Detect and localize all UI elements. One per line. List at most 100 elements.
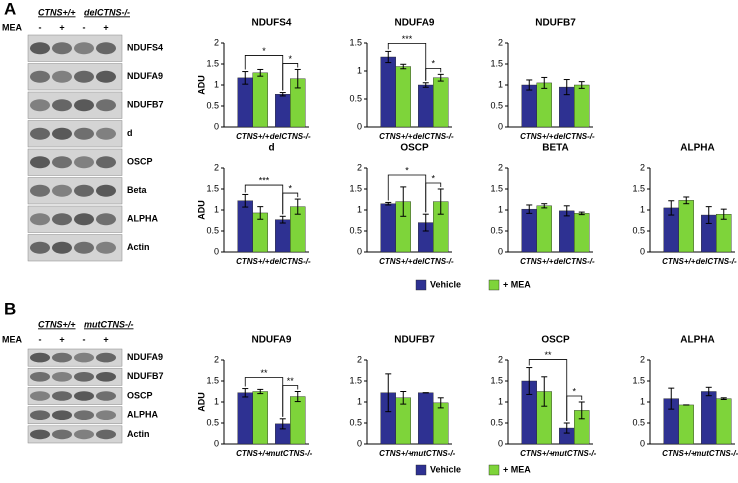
x-tick-label: delCTNS-/- xyxy=(413,132,454,141)
bar xyxy=(275,219,291,253)
bar xyxy=(290,396,306,445)
significance-bracket xyxy=(282,63,299,91)
y-tick-label: 0.5 xyxy=(490,225,503,235)
bar xyxy=(536,205,552,253)
bar xyxy=(418,392,434,445)
y-tick-label: 1.5 xyxy=(490,183,503,193)
blot-band xyxy=(96,241,116,254)
lane-label: + xyxy=(59,334,64,344)
significance-label: *** xyxy=(402,34,413,44)
y-tick-label: 0.5 xyxy=(206,417,219,427)
blot-band xyxy=(30,213,50,226)
lane-label: - xyxy=(83,22,86,32)
y-tick-label: 1.5 xyxy=(206,183,219,193)
bar xyxy=(433,402,449,445)
treatment-label: MEA xyxy=(2,22,23,32)
blot-band xyxy=(52,42,72,55)
legend-label: + MEA xyxy=(503,464,531,474)
x-tick-label: delCTNS-/- xyxy=(270,257,311,266)
y-tick-label: 2 xyxy=(498,162,503,172)
y-tick-label: 0 xyxy=(214,121,219,131)
y-axis-label: ADU xyxy=(196,392,206,412)
significance-bracket xyxy=(282,385,299,417)
legend-swatch xyxy=(488,279,500,291)
genotype-label: mutCTNS-/- xyxy=(84,319,134,329)
lane-label: + xyxy=(103,334,108,344)
bar xyxy=(536,82,552,128)
y-tick-label: 2 xyxy=(498,354,503,364)
blot-band xyxy=(52,372,72,382)
bar xyxy=(716,213,732,253)
bar xyxy=(395,397,411,445)
chart-title: NDUFA9 xyxy=(394,18,434,29)
blot-band xyxy=(30,410,50,421)
x-tick-label: delCTNS-/- xyxy=(554,257,595,266)
x-tick-label: delCTNS-/- xyxy=(554,132,595,141)
chart-title: NDUFA9 xyxy=(251,335,291,346)
chart-title: OSCP xyxy=(400,143,429,154)
bar xyxy=(574,84,590,128)
y-tick-label: 2 xyxy=(357,162,362,172)
y-tick-label: 0.5 xyxy=(349,93,362,103)
y-tick-label: 1.5 xyxy=(490,58,503,68)
blot-band xyxy=(52,213,72,226)
x-tick-label: CTNS+/+ xyxy=(662,449,696,458)
y-tick-label: 1.5 xyxy=(490,375,503,385)
x-tick-label: CTNS+/+ xyxy=(379,132,413,141)
blot-band xyxy=(96,391,116,401)
protein-label: NDUFB7 xyxy=(127,371,164,381)
significance-bracket xyxy=(528,359,568,421)
blot-band xyxy=(96,410,116,421)
legend-label: + MEA xyxy=(503,279,531,289)
blot-band xyxy=(96,352,116,363)
y-tick-label: 0 xyxy=(214,438,219,448)
y-tick-label: 1.5 xyxy=(206,58,219,68)
blot-band xyxy=(96,70,116,83)
x-tick-label: CTNS+/+ xyxy=(379,257,413,266)
bar xyxy=(237,77,253,128)
y-tick-label: 1.5 xyxy=(206,375,219,385)
blot-band xyxy=(74,42,94,55)
bar xyxy=(559,210,575,253)
significance-bracket xyxy=(282,192,299,215)
y-tick-label: 0.5 xyxy=(490,417,503,427)
protein-label: ALPHA xyxy=(127,214,158,224)
y-tick-label: 0.5 xyxy=(632,417,645,427)
significance-label: * xyxy=(405,165,409,175)
blot-band xyxy=(96,156,116,169)
y-axis-label: ADU xyxy=(196,75,206,95)
bar xyxy=(237,392,253,445)
x-tick-label: mutCTNS-/- xyxy=(268,449,312,458)
protein-label: Actin xyxy=(127,429,150,439)
y-tick-label: 2 xyxy=(214,37,219,47)
blot-band xyxy=(52,99,72,112)
y-tick-label: 1.5 xyxy=(632,183,645,193)
bar xyxy=(678,404,694,445)
blot-band xyxy=(52,241,72,254)
x-tick-label: delCTNS-/- xyxy=(413,257,454,266)
bar xyxy=(275,94,291,128)
bar xyxy=(380,203,396,253)
blot-band xyxy=(30,352,50,363)
x-tick-label: CTNS+/+ xyxy=(662,257,696,266)
y-tick-label: 1 xyxy=(640,396,645,406)
blot-band xyxy=(30,391,50,401)
blot-band xyxy=(74,70,94,83)
bar xyxy=(574,213,590,253)
x-tick-label: delCTNS-/- xyxy=(270,132,311,141)
panel-label: B xyxy=(4,299,16,318)
protein-label: d xyxy=(127,128,133,138)
blot-band xyxy=(96,127,116,140)
treatment-label: MEA xyxy=(2,334,23,344)
y-tick-label: 0 xyxy=(498,438,503,448)
bar xyxy=(701,391,717,445)
x-tick-label: CTNS+/+ xyxy=(379,449,413,458)
blot-band xyxy=(52,429,72,440)
bar xyxy=(521,84,537,128)
x-tick-label: CTNS+/+ xyxy=(520,132,554,141)
x-tick-label: mutCTNS-/- xyxy=(694,449,738,458)
y-tick-label: 0 xyxy=(498,121,503,131)
legend-swatch xyxy=(415,279,427,291)
lane-label: - xyxy=(83,334,86,344)
